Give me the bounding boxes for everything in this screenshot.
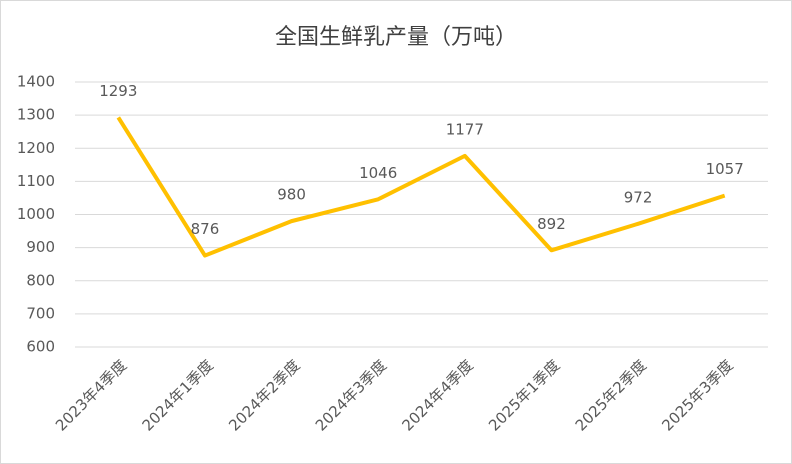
data-label: 972 xyxy=(624,188,653,206)
data-label: 876 xyxy=(191,220,220,238)
y-tick-label: 1100 xyxy=(17,172,55,190)
data-label: 980 xyxy=(277,186,306,204)
data-label: 1057 xyxy=(706,160,744,178)
y-tick-label: 1300 xyxy=(17,106,55,124)
data-line xyxy=(116,116,726,258)
chart-title: 全国生鲜乳产量（万吨） xyxy=(275,25,517,50)
data-label: 1177 xyxy=(446,120,484,138)
data-label: 1046 xyxy=(359,164,397,182)
data-label: 892 xyxy=(537,215,566,233)
y-tick-label: 600 xyxy=(26,338,55,356)
y-tick-label: 700 xyxy=(26,304,55,322)
y-tick-label: 800 xyxy=(26,271,55,289)
y-tick-label: 1200 xyxy=(17,139,55,157)
y-tick-label: 1400 xyxy=(17,73,55,91)
y-tick-label: 900 xyxy=(26,238,55,256)
y-tick-label: 1000 xyxy=(17,205,55,223)
data-label: 1293 xyxy=(99,82,137,100)
